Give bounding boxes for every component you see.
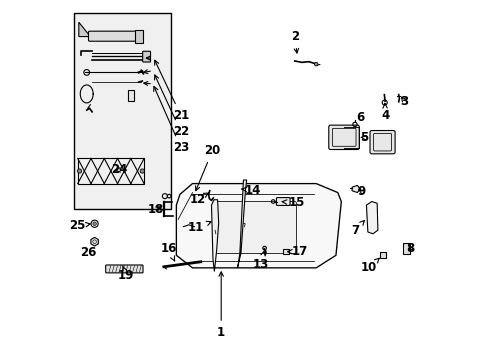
Bar [283,249,288,253]
FancyBboxPatch shape [105,265,142,273]
Text: 5: 5 [359,131,367,144]
Text: 12: 12 [189,193,208,206]
FancyBboxPatch shape [369,131,394,154]
Text: 22: 22 [154,75,189,138]
Polygon shape [351,185,359,193]
Text: 26: 26 [80,246,97,259]
FancyBboxPatch shape [276,198,289,206]
Text: 2: 2 [290,30,298,53]
Circle shape [77,169,81,173]
Bar [402,243,409,253]
Text: 10: 10 [360,258,379,274]
Text: 25: 25 [69,219,90,233]
Text: 11: 11 [188,221,211,234]
FancyBboxPatch shape [328,125,359,149]
Text: 6: 6 [355,111,364,124]
Text: 8: 8 [406,242,414,255]
Text: 7: 7 [350,221,364,237]
Circle shape [140,169,144,173]
Text: 9: 9 [357,185,365,198]
Circle shape [314,62,317,66]
Text: 20: 20 [195,144,220,191]
Text: 18: 18 [147,203,163,216]
Bar [78,158,144,184]
Bar [135,30,142,42]
Polygon shape [79,22,90,37]
Text: 1: 1 [217,272,225,339]
FancyBboxPatch shape [214,202,296,253]
Polygon shape [211,200,218,271]
Bar [128,90,134,101]
Polygon shape [237,180,246,268]
Bar [74,13,171,209]
FancyBboxPatch shape [88,31,137,41]
Text: 16: 16 [160,242,176,261]
Circle shape [93,222,96,226]
FancyBboxPatch shape [142,51,150,62]
Text: 4: 4 [381,103,389,122]
Text: 24: 24 [111,163,128,176]
Text: 21: 21 [154,60,189,122]
Bar [379,252,386,258]
Text: 3: 3 [400,95,408,108]
Text: 19: 19 [118,266,134,282]
Text: 13: 13 [252,251,268,271]
Text: 14: 14 [241,184,260,197]
Text: 15: 15 [282,197,304,210]
Text: 23: 23 [153,86,189,154]
Polygon shape [176,184,341,268]
Text: 17: 17 [287,245,307,258]
Polygon shape [366,202,377,234]
